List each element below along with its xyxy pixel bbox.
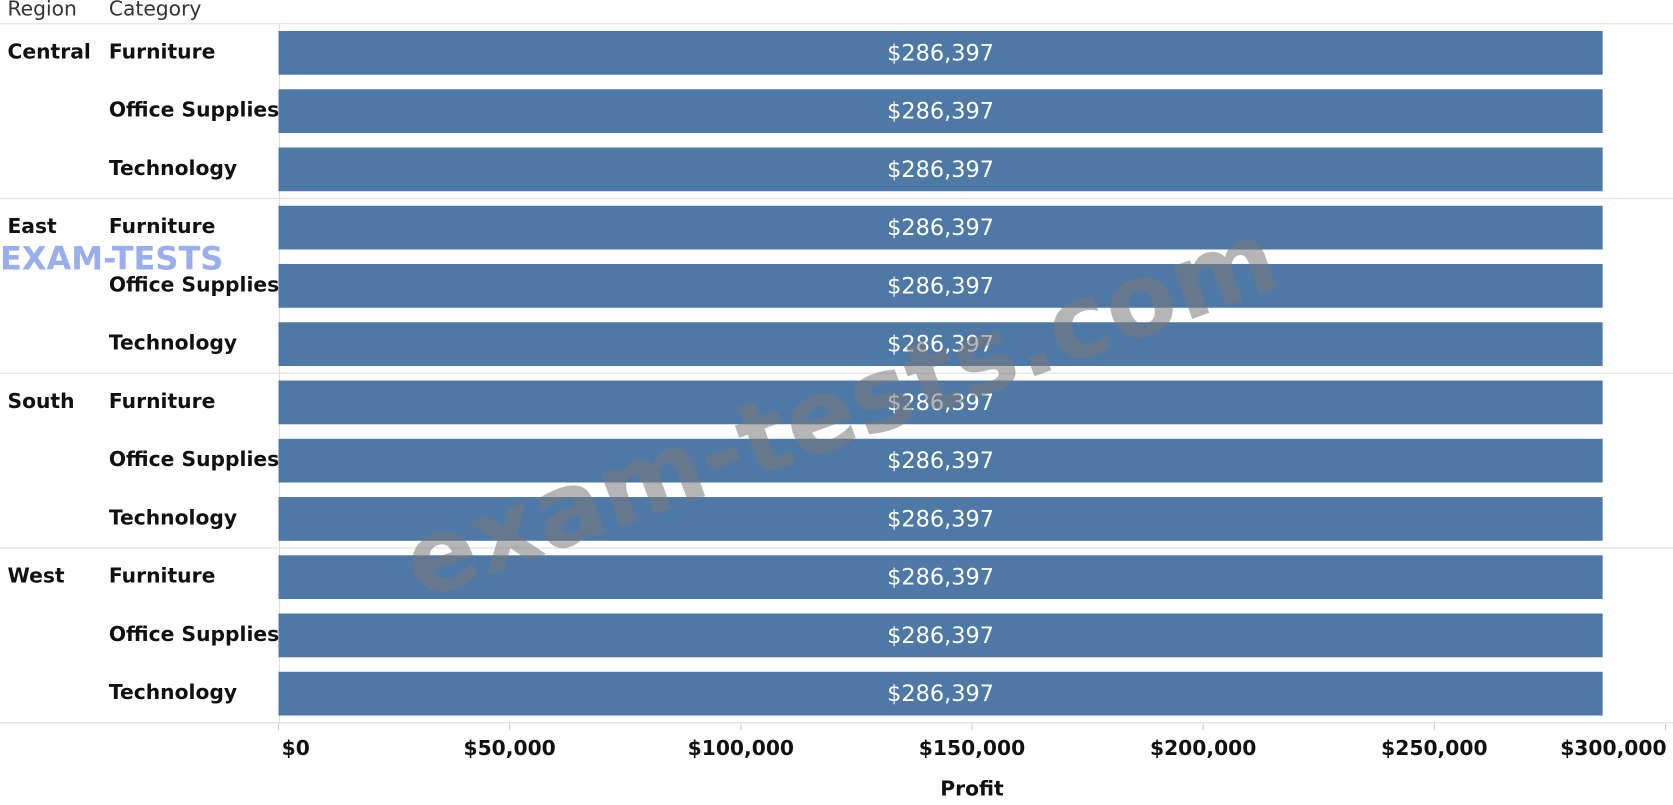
value-label: $286,397 — [887, 273, 994, 299]
value-label: $286,397 — [887, 157, 994, 183]
category-label: Technology — [109, 156, 237, 180]
category-label: Office Supplies — [109, 622, 279, 646]
bar — [278, 497, 1603, 541]
watermark-logo: EXAM-TESTS — [0, 240, 223, 278]
category-label: Technology — [109, 331, 237, 355]
bar — [278, 613, 1603, 658]
x-tick-label: $100,000 — [688, 736, 794, 760]
value-label: $286,397 — [887, 40, 994, 66]
x-tick-label: $0 — [282, 736, 310, 760]
category-label: Furniture — [109, 564, 215, 588]
region-label: West — [7, 564, 64, 588]
category-label: Furniture — [109, 389, 215, 413]
value-label: $286,397 — [887, 623, 994, 649]
region-label: Central — [7, 39, 90, 63]
bar — [278, 30, 1603, 75]
category-label: Office Supplies — [109, 447, 279, 471]
value-label: $286,397 — [887, 565, 994, 591]
value-label: $286,397 — [887, 390, 994, 416]
x-axis-title: Profit — [940, 776, 1004, 800]
x-tick-label: $250,000 — [1381, 736, 1487, 760]
value-label: $286,397 — [887, 506, 994, 532]
category-label: Office Supplies — [109, 272, 279, 296]
bar — [278, 205, 1603, 250]
value-label: $286,397 — [887, 99, 994, 125]
bar — [278, 322, 1603, 367]
category-label: Technology — [109, 505, 237, 529]
row-header: Category — [109, 0, 202, 20]
category-label: Office Supplies — [109, 98, 279, 122]
bar — [278, 555, 1603, 600]
x-tick-label: $150,000 — [919, 736, 1025, 760]
bar — [278, 380, 1603, 425]
x-tick-label: $300,000 — [1560, 736, 1666, 760]
x-tick-label: $200,000 — [1150, 736, 1256, 760]
bar — [278, 438, 1603, 483]
category-label: Furniture — [109, 214, 215, 238]
bar — [278, 671, 1603, 716]
category-label: Technology — [109, 680, 237, 704]
bar — [278, 89, 1603, 133]
category-label: Furniture — [109, 39, 215, 63]
row-header: Region — [7, 0, 76, 20]
bar — [278, 264, 1603, 308]
x-tick-label: $50,000 — [463, 736, 555, 760]
bar — [278, 147, 1603, 192]
value-label: $286,397 — [887, 448, 994, 474]
region-label: South — [7, 389, 74, 413]
value-label: $286,397 — [887, 332, 994, 358]
value-label: $286,397 — [887, 681, 994, 707]
region-label: East — [7, 214, 57, 238]
value-label: $286,397 — [887, 215, 994, 241]
